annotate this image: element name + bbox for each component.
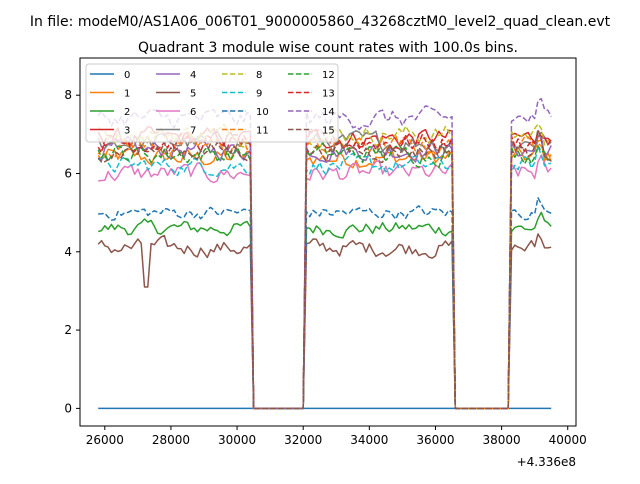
axes-frame <box>79 57 577 427</box>
legend-label-9: 9 <box>256 89 262 100</box>
x-tick-label: 32000 <box>284 433 322 447</box>
x-tick-label: 36000 <box>416 433 454 447</box>
legend-label-13: 13 <box>322 89 335 100</box>
series-line-8 <box>97 123 552 410</box>
y-tick-label: 2 <box>64 323 72 337</box>
series-line-11 <box>97 132 552 410</box>
legend-label-10: 10 <box>256 107 269 118</box>
y-tick-label: 4 <box>64 245 72 259</box>
x-tick-label: 38000 <box>483 433 521 447</box>
legend-label-1: 1 <box>124 89 130 100</box>
legend-label-2: 2 <box>124 107 130 118</box>
legend-label-12: 12 <box>322 70 335 81</box>
plot-lines <box>97 97 552 410</box>
x-axis: 26000 28000 30000 32000 34000 36000 38000 40000 <box>86 426 587 447</box>
x-tick-label: 30000 <box>218 433 256 447</box>
legend-label-5: 5 <box>190 89 196 100</box>
legend-label-0: 0 <box>124 70 130 81</box>
x-tick-label: 34000 <box>350 433 388 447</box>
legend-label-11: 11 <box>256 126 269 137</box>
y-axis: 0 2 4 6 8 <box>64 88 80 415</box>
series-line-9 <box>97 145 552 410</box>
series-line-1 <box>97 139 552 410</box>
legend-label-8: 8 <box>256 70 262 81</box>
legend-label-14: 14 <box>322 107 335 118</box>
y-tick-label: 6 <box>64 166 72 180</box>
y-tick-label: 0 <box>64 401 72 415</box>
x-tick-label: 40000 <box>549 433 587 447</box>
legend-label-15: 15 <box>322 126 335 137</box>
x-offset-label: +4.336e8 <box>517 455 576 469</box>
y-tick-label: 8 <box>64 88 72 102</box>
chart-title: Quadrant 3 module wise count rates with … <box>138 40 518 56</box>
legend-label-6: 6 <box>190 107 196 118</box>
series-line-10 <box>98 197 552 410</box>
series-line-3 <box>97 125 552 410</box>
series-line-6 <box>98 154 552 410</box>
x-tick-label: 26000 <box>86 433 124 447</box>
legend-label-3: 3 <box>124 126 130 137</box>
series-line-15 <box>97 128 552 410</box>
series-line-5 <box>97 233 552 410</box>
legend-box <box>85 63 339 143</box>
series-line-13 <box>97 128 552 410</box>
x-tick-label: 28000 <box>152 433 190 447</box>
figure-suptitle: In file: modeM0/AS1A06_006T01_9000005860… <box>30 14 611 30</box>
legend-label-4: 4 <box>190 70 196 81</box>
series-line-12 <box>97 142 552 410</box>
legend-label-7: 7 <box>190 126 196 137</box>
